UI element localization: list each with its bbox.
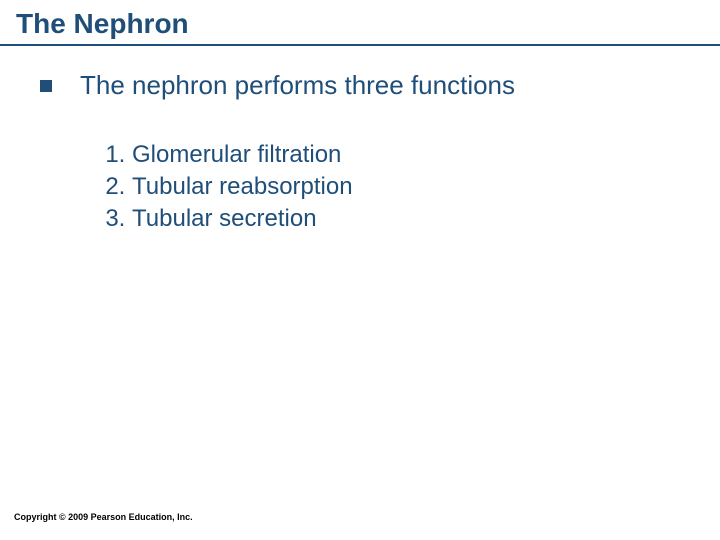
list-item: Glomerular filtration bbox=[132, 141, 680, 169]
numbered-list: Glomerular filtration Tubular reabsorpti… bbox=[40, 141, 680, 233]
slide: The Nephron The nephron performs three f… bbox=[0, 0, 720, 540]
lead-text: The nephron performs three functions bbox=[80, 70, 515, 101]
list-item: Tubular secretion bbox=[132, 205, 680, 233]
body-area: The nephron performs three functions Glo… bbox=[0, 46, 720, 233]
list-item: Tubular reabsorption bbox=[132, 173, 680, 201]
square-bullet-icon bbox=[40, 80, 52, 92]
title-area: The Nephron bbox=[0, 0, 720, 44]
lead-bullet-row: The nephron performs three functions bbox=[40, 70, 680, 101]
slide-title: The Nephron bbox=[16, 8, 704, 40]
copyright-text: Copyright © 2009 Pearson Education, Inc. bbox=[14, 512, 193, 522]
